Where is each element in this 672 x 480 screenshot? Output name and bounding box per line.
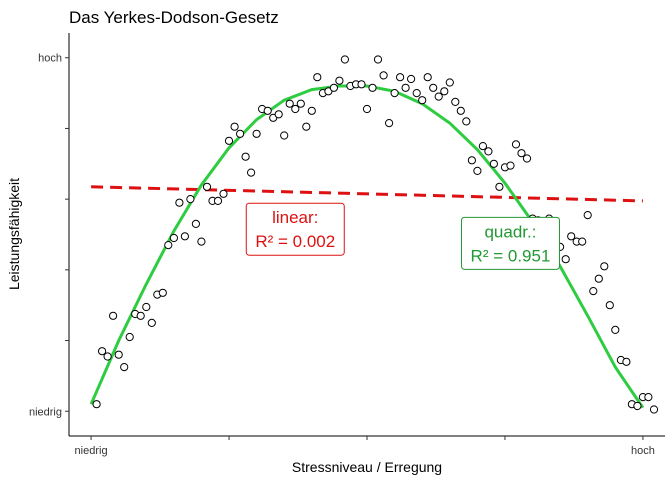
data-point [434, 92, 443, 101]
data-point [517, 149, 526, 158]
data-point [329, 83, 338, 92]
data-point [567, 232, 576, 241]
data-point [158, 288, 167, 297]
series-line-linear [91, 185, 643, 203]
data-point [335, 76, 344, 85]
data-point [109, 311, 118, 320]
annotation-label: quadr.: [484, 222, 536, 241]
data-point [423, 73, 432, 82]
data-point [357, 80, 366, 89]
data-point [489, 159, 498, 168]
data-point [280, 131, 289, 140]
data-point [396, 73, 405, 82]
data-point [633, 401, 642, 411]
data-point [373, 55, 383, 64]
data-point [103, 352, 112, 361]
data-point [578, 237, 587, 246]
y-tick-label: hoch [38, 53, 62, 65]
data-point [98, 347, 107, 356]
data-point [302, 122, 311, 131]
data-point [247, 168, 256, 177]
data-point [274, 110, 283, 119]
data-point [418, 96, 427, 105]
data-point [224, 136, 234, 145]
data-point [202, 182, 212, 191]
data-point [506, 161, 515, 170]
data-point [219, 189, 228, 198]
data-point [390, 89, 399, 98]
plot-area: linear: R² = 0.002 quadr.: R² = 0.951 [89, 55, 659, 414]
annotation-box [245, 202, 345, 256]
data-point [467, 156, 476, 165]
data-point [169, 233, 178, 243]
data-point [401, 83, 410, 92]
x-axis-title: Stressniveau / Erregung [292, 459, 442, 475]
data-point [197, 237, 206, 246]
data-point [120, 363, 129, 372]
data-point [125, 332, 134, 342]
data-point [622, 357, 631, 366]
y-axis-title: Leistungsfähigkeit [6, 178, 22, 290]
data-point [263, 106, 272, 115]
data-point [252, 129, 261, 138]
data-point [186, 195, 195, 204]
data-point [561, 255, 570, 264]
data-point [511, 140, 521, 149]
x-tick-label: niedrig [75, 445, 108, 457]
data-point [379, 71, 388, 80]
x-tick-label: hoch [631, 445, 655, 457]
data-point [440, 87, 449, 96]
data-point [600, 262, 609, 271]
data-point [478, 142, 487, 151]
data-point [473, 166, 482, 175]
data-point [385, 119, 394, 128]
data-point [142, 302, 151, 312]
data-point [230, 122, 239, 131]
data-point [611, 325, 620, 334]
data-point [236, 129, 245, 138]
data-point [412, 89, 421, 98]
y-tick-label: niedrig [29, 406, 62, 418]
data-point [522, 154, 532, 163]
data-point [213, 196, 223, 205]
data-point [180, 232, 189, 241]
data-point [307, 106, 316, 115]
data-point [407, 74, 416, 84]
data-point [484, 147, 493, 156]
data-point [92, 400, 101, 409]
data-point [594, 274, 603, 283]
data-point [291, 104, 300, 114]
data-point [462, 117, 471, 126]
data-point [313, 73, 322, 82]
annotation-label: R² = 0.002 [255, 232, 335, 251]
data-point [241, 152, 250, 161]
data-point [429, 83, 438, 92]
data-point [605, 301, 614, 310]
annotation-label: linear: [272, 208, 318, 227]
chart-title: Das Yerkes-Dodson-Gesetz [69, 8, 279, 27]
data-point [147, 318, 156, 327]
data-point [362, 104, 372, 114]
data-point [583, 211, 592, 220]
data-point [451, 97, 460, 107]
data-point [191, 219, 200, 228]
data-point [164, 241, 173, 250]
data-point [136, 311, 145, 320]
data-point [340, 55, 349, 64]
data-point [445, 78, 454, 87]
data-point [456, 106, 465, 115]
data-point [495, 182, 504, 191]
annotation-box [460, 216, 560, 270]
data-point [175, 198, 184, 207]
annotation-label: R² = 0.951 [471, 246, 551, 265]
data-point [368, 83, 377, 92]
data-point [296, 99, 305, 108]
data-point [644, 393, 653, 402]
data-point [285, 99, 294, 108]
data-point [649, 405, 659, 414]
data-point [114, 350, 123, 359]
data-point [589, 287, 598, 296]
